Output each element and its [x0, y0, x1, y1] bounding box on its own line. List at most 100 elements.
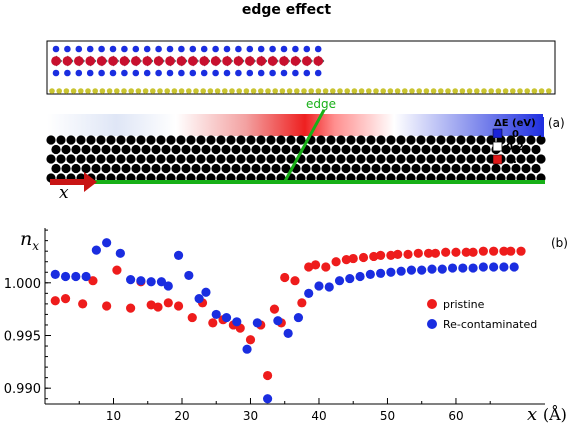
lattice-atom: [386, 135, 396, 145]
lattice-atom: [131, 144, 141, 155]
lattice-atom: [111, 163, 121, 174]
lattice-atom: [246, 135, 256, 145]
lattice-atom: [241, 163, 251, 174]
lattice-atom: [186, 135, 196, 145]
lattice-atom: [86, 135, 96, 145]
data-point: [242, 344, 252, 354]
data-point: [334, 276, 345, 286]
lattice-atom: [481, 163, 491, 174]
lattice-atom: [151, 144, 161, 155]
lattice-atom: [276, 135, 286, 145]
lattice-atom: [366, 135, 376, 145]
y-tick-label: 0.995: [4, 329, 41, 344]
chain-atom-red: [119, 56, 130, 66]
lattice-atom: [506, 135, 516, 145]
data-point: [468, 247, 478, 257]
lattice-atom: [391, 144, 401, 155]
chain-atom-blue: [75, 69, 83, 77]
lattice-atom: [431, 144, 441, 155]
lattice-atom: [126, 135, 136, 145]
data-point: [516, 246, 526, 256]
substrate-atom: [214, 88, 221, 94]
chain-atom-blue: [98, 69, 105, 77]
data-point: [208, 318, 218, 328]
data-point: [112, 265, 122, 275]
lattice-atom: [281, 144, 291, 155]
lattice-atom: [66, 135, 76, 145]
lattice-atom: [306, 154, 316, 164]
lattice-atom: [46, 154, 56, 164]
data-point: [50, 296, 60, 306]
lattice-atom: [451, 163, 461, 174]
data-point: [310, 260, 321, 270]
lattice-atom: [426, 154, 436, 164]
x-tick-label: 30: [243, 409, 258, 423]
lattice-atom: [141, 163, 151, 174]
substrate-atom: [524, 88, 530, 94]
data-point: [430, 248, 441, 258]
data-point: [156, 277, 167, 287]
lattice-atom: [336, 135, 346, 145]
lattice-atom: [51, 144, 61, 155]
data-point: [273, 316, 283, 326]
molecular-structure-panel: [46, 40, 556, 95]
lattice-atom: [161, 163, 171, 174]
lattice-atom: [71, 163, 81, 174]
colorbar-entry-1: 0.2: [506, 142, 524, 153]
lattice-atom: [346, 154, 356, 164]
lattice-atom: [436, 154, 446, 164]
data-point: [184, 270, 194, 281]
lattice-atom: [391, 163, 401, 174]
colorbar-swatch-1: [492, 141, 503, 152]
lattice-atom: [451, 144, 461, 155]
data-point: [489, 262, 499, 272]
chain-atom-blue: [257, 69, 265, 77]
lattice-atom: [356, 154, 366, 164]
data-point: [263, 394, 273, 404]
lattice-atom: [121, 144, 131, 155]
data-point: [102, 301, 112, 311]
lattice-atom: [171, 163, 181, 174]
chain-atom-blue: [303, 45, 311, 53]
lattice-atom: [411, 163, 421, 174]
lattice-atom: [446, 154, 456, 164]
chain-atom-blue: [212, 45, 219, 53]
lattice-atom: [346, 135, 356, 145]
substrate-atom: [358, 88, 365, 94]
lattice-atom: [241, 144, 251, 155]
chain-atom-blue: [143, 69, 151, 77]
chain-atom-blue: [257, 45, 265, 53]
lattice-atom: [336, 154, 346, 164]
chain-atom-red: [176, 56, 187, 66]
lattice-atom: [206, 135, 216, 145]
lattice-atom: [81, 144, 91, 155]
data-point: [252, 318, 262, 328]
lattice-atom: [181, 144, 191, 155]
chain-atom-red: [267, 56, 278, 66]
lattice-atom: [436, 135, 446, 145]
chain-atom-blue: [212, 69, 219, 77]
substrate-atom: [193, 88, 199, 94]
lattice-atom: [76, 135, 86, 145]
chain-atom-blue: [246, 45, 254, 53]
graphene-lattice: [46, 135, 546, 183]
chain-atom-blue: [155, 69, 162, 77]
figure-title: edge effect: [241, 2, 332, 18]
lattice-atom: [421, 163, 431, 174]
data-point: [126, 275, 136, 285]
data-point: [146, 277, 156, 287]
legend-label-pristine: pristine: [443, 298, 485, 311]
chain-atom-red: [96, 56, 107, 66]
data-point: [50, 269, 60, 279]
lattice-atom: [51, 163, 61, 174]
data-point: [245, 335, 256, 345]
lattice-atom: [176, 154, 186, 164]
substrate-atom: [186, 88, 192, 94]
lattice-atom: [56, 135, 66, 145]
lattice-atom: [316, 135, 326, 145]
chain-atom-red: [153, 56, 164, 66]
data-point: [153, 302, 163, 312]
data-point: [423, 248, 434, 258]
data-point: [341, 255, 351, 265]
lattice-atom: [371, 163, 381, 174]
